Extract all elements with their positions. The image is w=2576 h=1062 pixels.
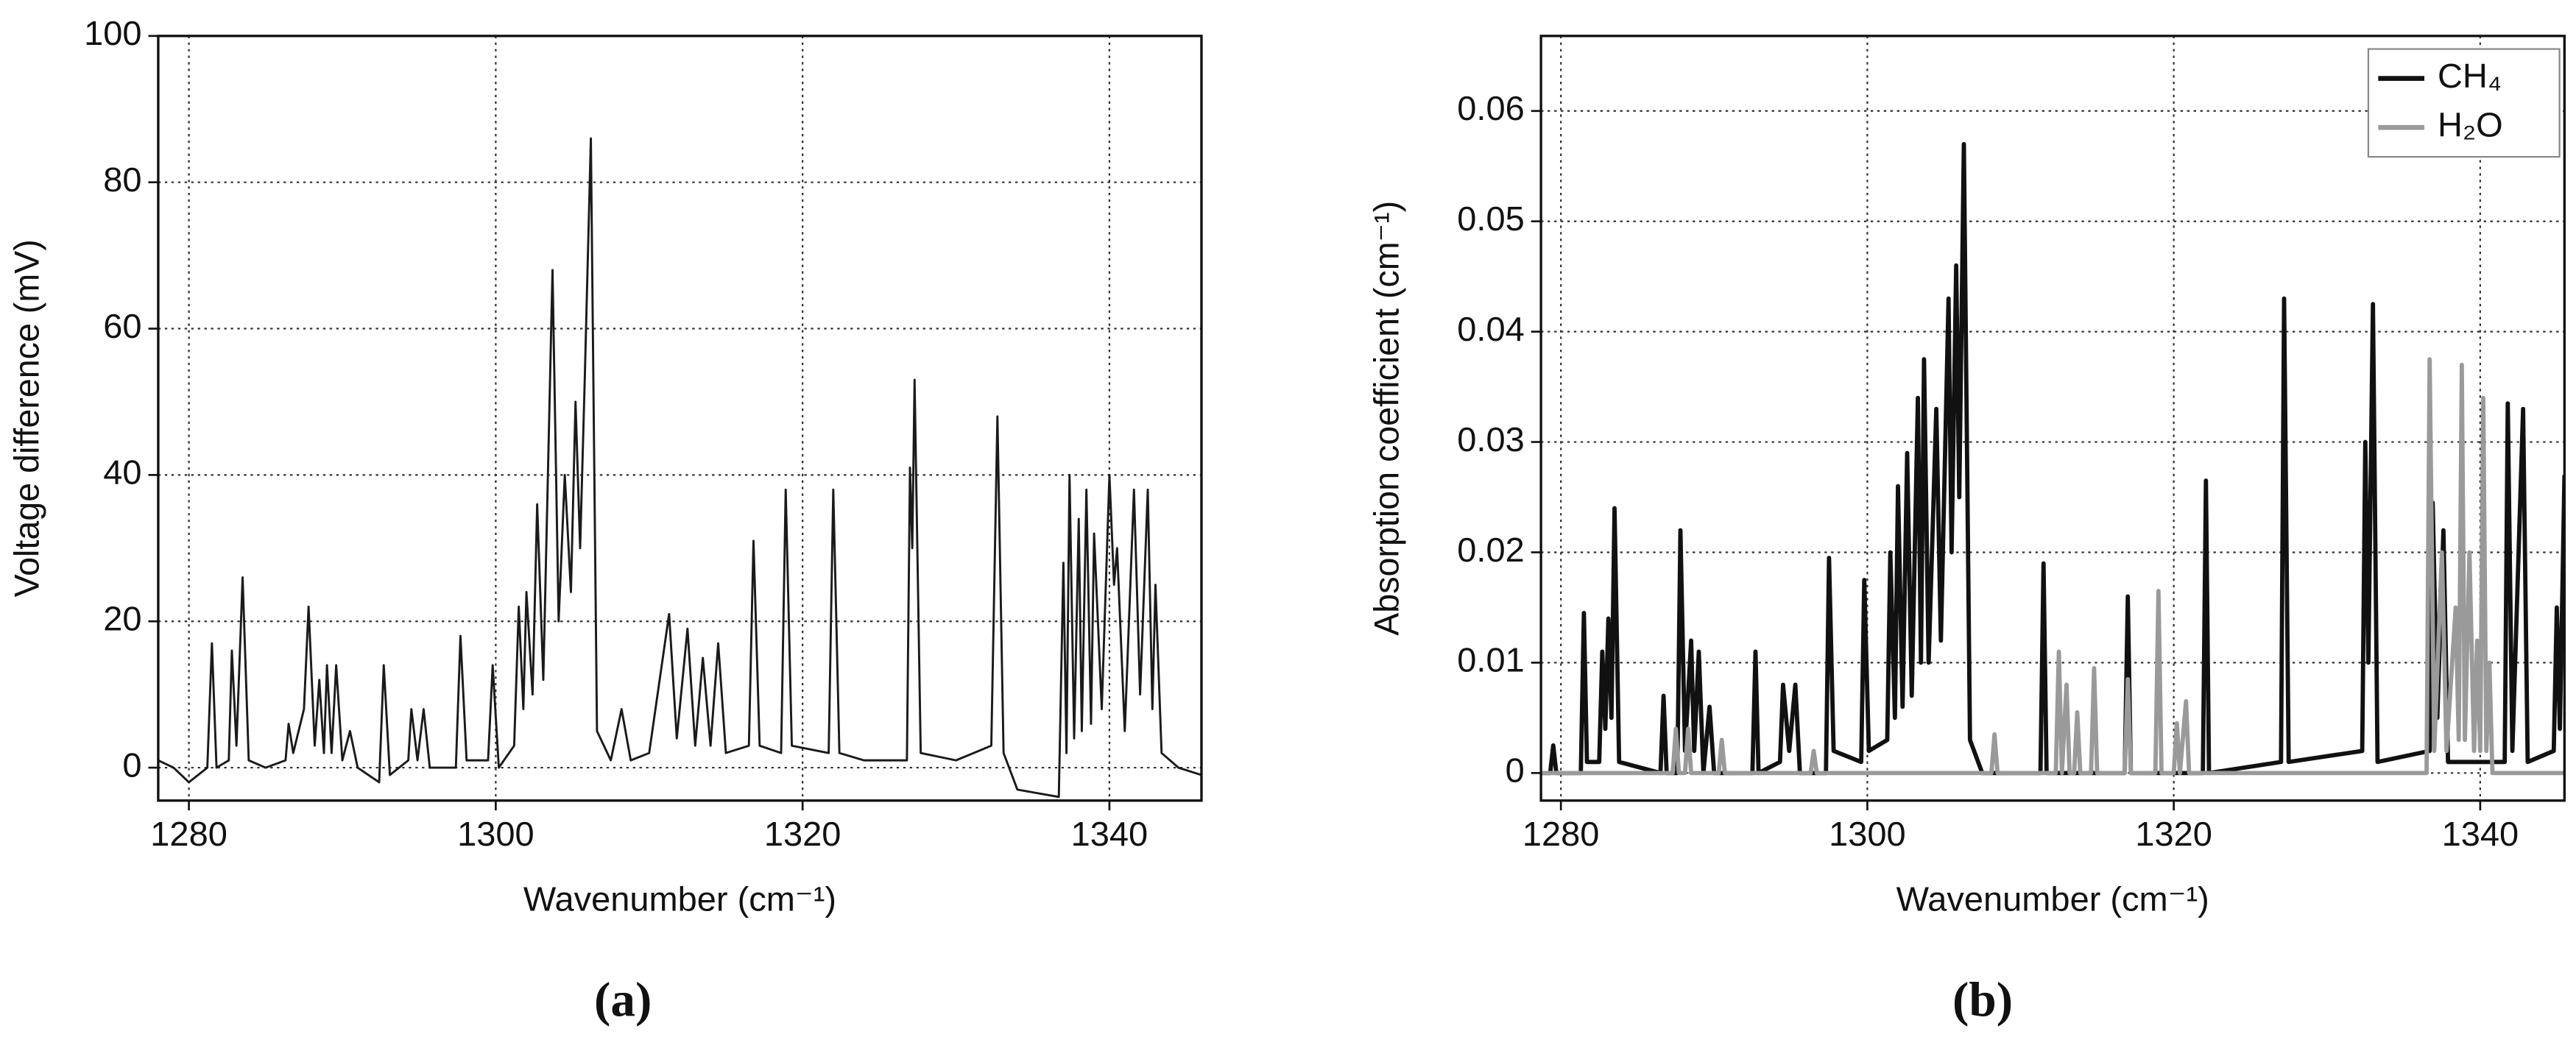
x-tick-label: 1300 (1829, 815, 1906, 853)
y-tick-label: 60 (103, 307, 141, 345)
y-tick-label: 40 (103, 453, 141, 492)
y-tick-label: 0.04 (1457, 310, 1524, 348)
plot-frame (1539, 35, 2566, 802)
x-tick-label: 1280 (1522, 815, 1600, 853)
y-tick-label: 0.05 (1457, 199, 1524, 238)
plot-frame (157, 35, 1203, 802)
legend-label: CH₄ (2438, 57, 2502, 95)
caption: (a) (594, 973, 652, 1027)
y-tick-label: 0 (1506, 751, 1525, 790)
x-axis-label: Wavenumber (cm⁻¹) (1896, 880, 2209, 918)
legend-label: H₂O (2438, 106, 2503, 144)
x-tick-label: 1280 (150, 815, 227, 853)
x-tick-label: 1340 (2442, 815, 2519, 853)
y-tick-label: 0.02 (1457, 531, 1524, 569)
y-axis-label: Absorption coefficient (cm⁻¹) (1367, 201, 1405, 636)
spectrum-line (1541, 357, 2565, 776)
legend-box (2367, 48, 2561, 158)
x-axis-label: Wavenumber (cm⁻¹) (523, 880, 836, 918)
x-tick-label: 1320 (764, 815, 841, 853)
plot-area (158, 35, 1201, 801)
y-axis-label: Voltage difference (mV) (8, 239, 46, 597)
y-tick-label: 0.01 (1457, 641, 1524, 679)
spectrum-line (158, 137, 1201, 799)
spectrum-line (1541, 141, 2565, 776)
x-tick-label: 1300 (457, 815, 534, 853)
y-tick-label: 100 (84, 14, 141, 52)
y-tick-label: 80 (103, 160, 141, 199)
plot-area (1541, 35, 2565, 801)
x-tick-label: 1340 (1071, 815, 1148, 853)
y-tick-label: 0.06 (1457, 89, 1524, 127)
x-tick-label: 1320 (2135, 815, 2212, 853)
caption: (b) (1952, 973, 2013, 1027)
y-tick-label: 20 (103, 600, 141, 638)
y-tick-label: 0.03 (1457, 420, 1524, 459)
y-tick-label: 0 (122, 746, 141, 785)
